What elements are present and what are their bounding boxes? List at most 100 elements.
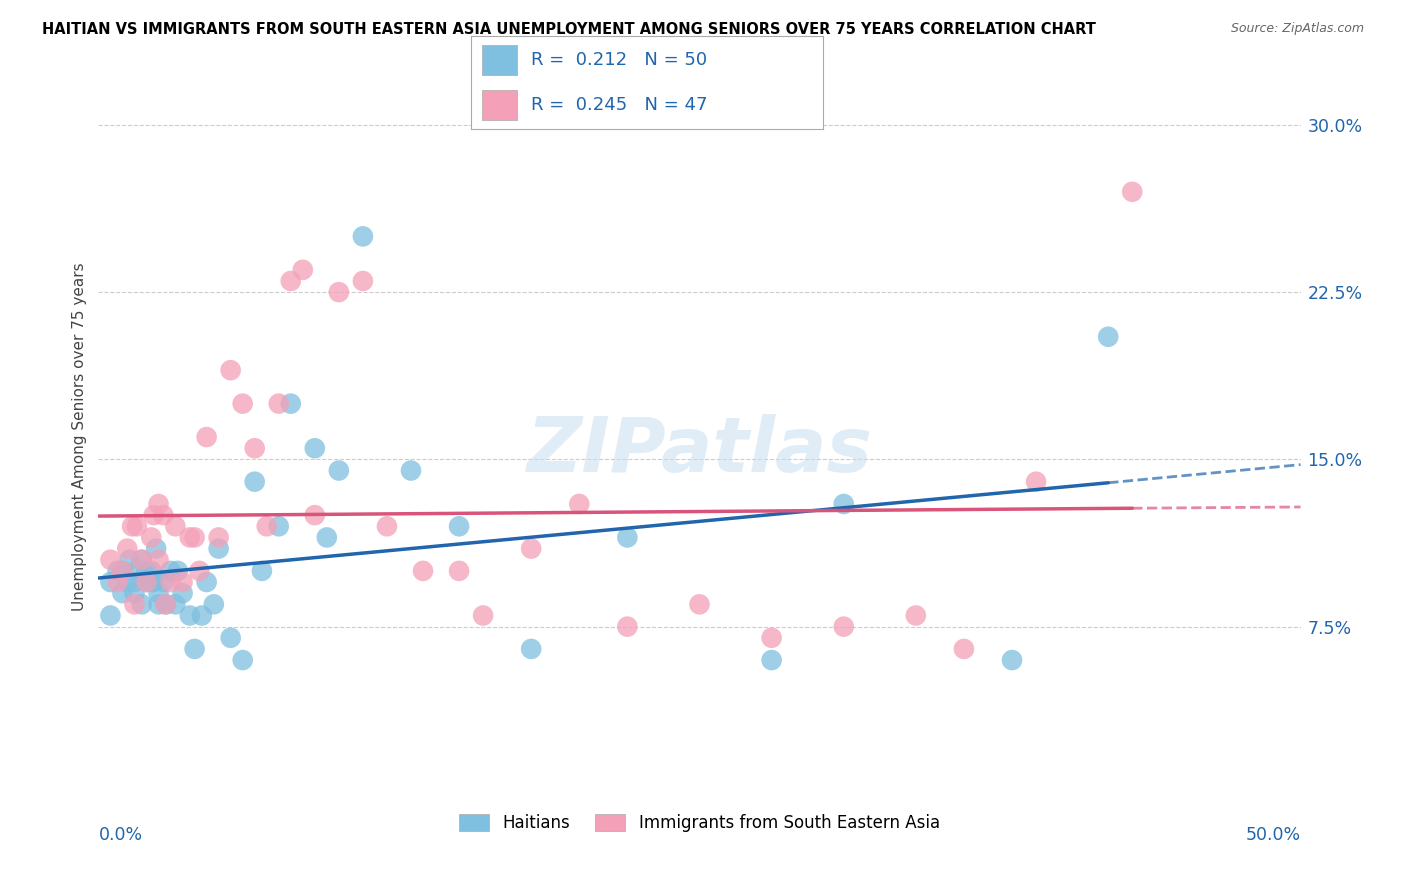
- Point: [328, 464, 350, 478]
- Point: [172, 574, 194, 589]
- Text: Source: ZipAtlas.com: Source: ZipAtlas.com: [1230, 22, 1364, 36]
- Text: 0.0%: 0.0%: [98, 826, 142, 844]
- Point: [219, 631, 242, 645]
- Point: [179, 608, 201, 623]
- Point: [1001, 653, 1024, 667]
- Point: [447, 519, 470, 533]
- Point: [232, 396, 254, 410]
- Point: [117, 574, 139, 589]
- Point: [195, 574, 218, 589]
- Point: [148, 497, 170, 511]
- Point: [131, 552, 153, 567]
- Point: [243, 442, 266, 455]
- Point: [121, 519, 143, 533]
- Point: [152, 574, 174, 589]
- Bar: [482, 90, 517, 120]
- Point: [616, 619, 638, 633]
- Point: [165, 519, 187, 533]
- Point: [291, 263, 314, 277]
- Point: [832, 497, 855, 511]
- Point: [568, 497, 591, 511]
- Point: [155, 598, 177, 612]
- Point: [352, 229, 374, 244]
- Legend: Haitians, Immigrants from South Eastern Asia: Haitians, Immigrants from South Eastern …: [453, 807, 946, 839]
- Point: [131, 598, 153, 612]
- Point: [399, 464, 422, 478]
- Point: [107, 574, 129, 589]
- Point: [100, 574, 122, 589]
- Point: [148, 586, 170, 600]
- Point: [100, 552, 122, 567]
- Point: [148, 598, 170, 612]
- Point: [165, 598, 187, 612]
- Point: [117, 541, 139, 556]
- Point: [148, 552, 170, 567]
- Point: [472, 608, 495, 623]
- Point: [124, 574, 146, 589]
- Text: HAITIAN VS IMMIGRANTS FROM SOUTH EASTERN ASIA UNEMPLOYMENT AMONG SENIORS OVER 75: HAITIAN VS IMMIGRANTS FROM SOUTH EASTERN…: [42, 22, 1097, 37]
- Point: [145, 541, 167, 556]
- Point: [155, 598, 177, 612]
- Point: [208, 530, 231, 544]
- Point: [111, 586, 134, 600]
- Text: 50.0%: 50.0%: [1246, 826, 1301, 844]
- Point: [135, 574, 157, 589]
- Point: [142, 574, 165, 589]
- Point: [125, 519, 148, 533]
- Point: [125, 564, 148, 578]
- Point: [202, 598, 225, 612]
- Point: [188, 564, 211, 578]
- Point: [111, 564, 134, 578]
- Point: [412, 564, 434, 578]
- Point: [256, 519, 278, 533]
- Point: [315, 530, 337, 544]
- Point: [191, 608, 214, 623]
- Point: [159, 574, 181, 589]
- Point: [135, 564, 157, 578]
- Point: [375, 519, 398, 533]
- Point: [141, 530, 163, 544]
- Point: [179, 530, 201, 544]
- Point: [250, 564, 273, 578]
- Point: [447, 564, 470, 578]
- Text: R =  0.245   N = 47: R = 0.245 N = 47: [531, 96, 707, 114]
- Point: [352, 274, 374, 288]
- Point: [131, 552, 153, 567]
- Text: R =  0.212   N = 50: R = 0.212 N = 50: [531, 51, 707, 69]
- Point: [141, 574, 163, 589]
- Point: [232, 653, 254, 667]
- Point: [141, 564, 163, 578]
- Point: [124, 586, 146, 600]
- Point: [761, 653, 783, 667]
- Point: [152, 508, 174, 523]
- Point: [953, 642, 976, 657]
- Point: [904, 608, 927, 623]
- Point: [107, 564, 129, 578]
- Point: [243, 475, 266, 489]
- Point: [219, 363, 242, 377]
- Point: [689, 598, 711, 612]
- Point: [1121, 185, 1143, 199]
- Point: [304, 508, 326, 523]
- Bar: [482, 45, 517, 75]
- Text: ZIPatlas: ZIPatlas: [526, 415, 873, 488]
- Point: [280, 274, 302, 288]
- Point: [159, 564, 181, 578]
- Point: [172, 586, 194, 600]
- Point: [267, 519, 290, 533]
- Point: [1097, 330, 1119, 344]
- Point: [520, 642, 543, 657]
- Point: [124, 598, 146, 612]
- Point: [195, 430, 218, 444]
- Point: [761, 631, 783, 645]
- Point: [280, 396, 302, 410]
- Y-axis label: Unemployment Among Seniors over 75 years: Unemployment Among Seniors over 75 years: [72, 263, 87, 611]
- Point: [328, 285, 350, 300]
- Point: [135, 574, 157, 589]
- Point: [1025, 475, 1047, 489]
- Point: [183, 530, 205, 544]
- Point: [616, 530, 638, 544]
- Point: [267, 396, 290, 410]
- Point: [142, 508, 165, 523]
- Point: [304, 442, 326, 455]
